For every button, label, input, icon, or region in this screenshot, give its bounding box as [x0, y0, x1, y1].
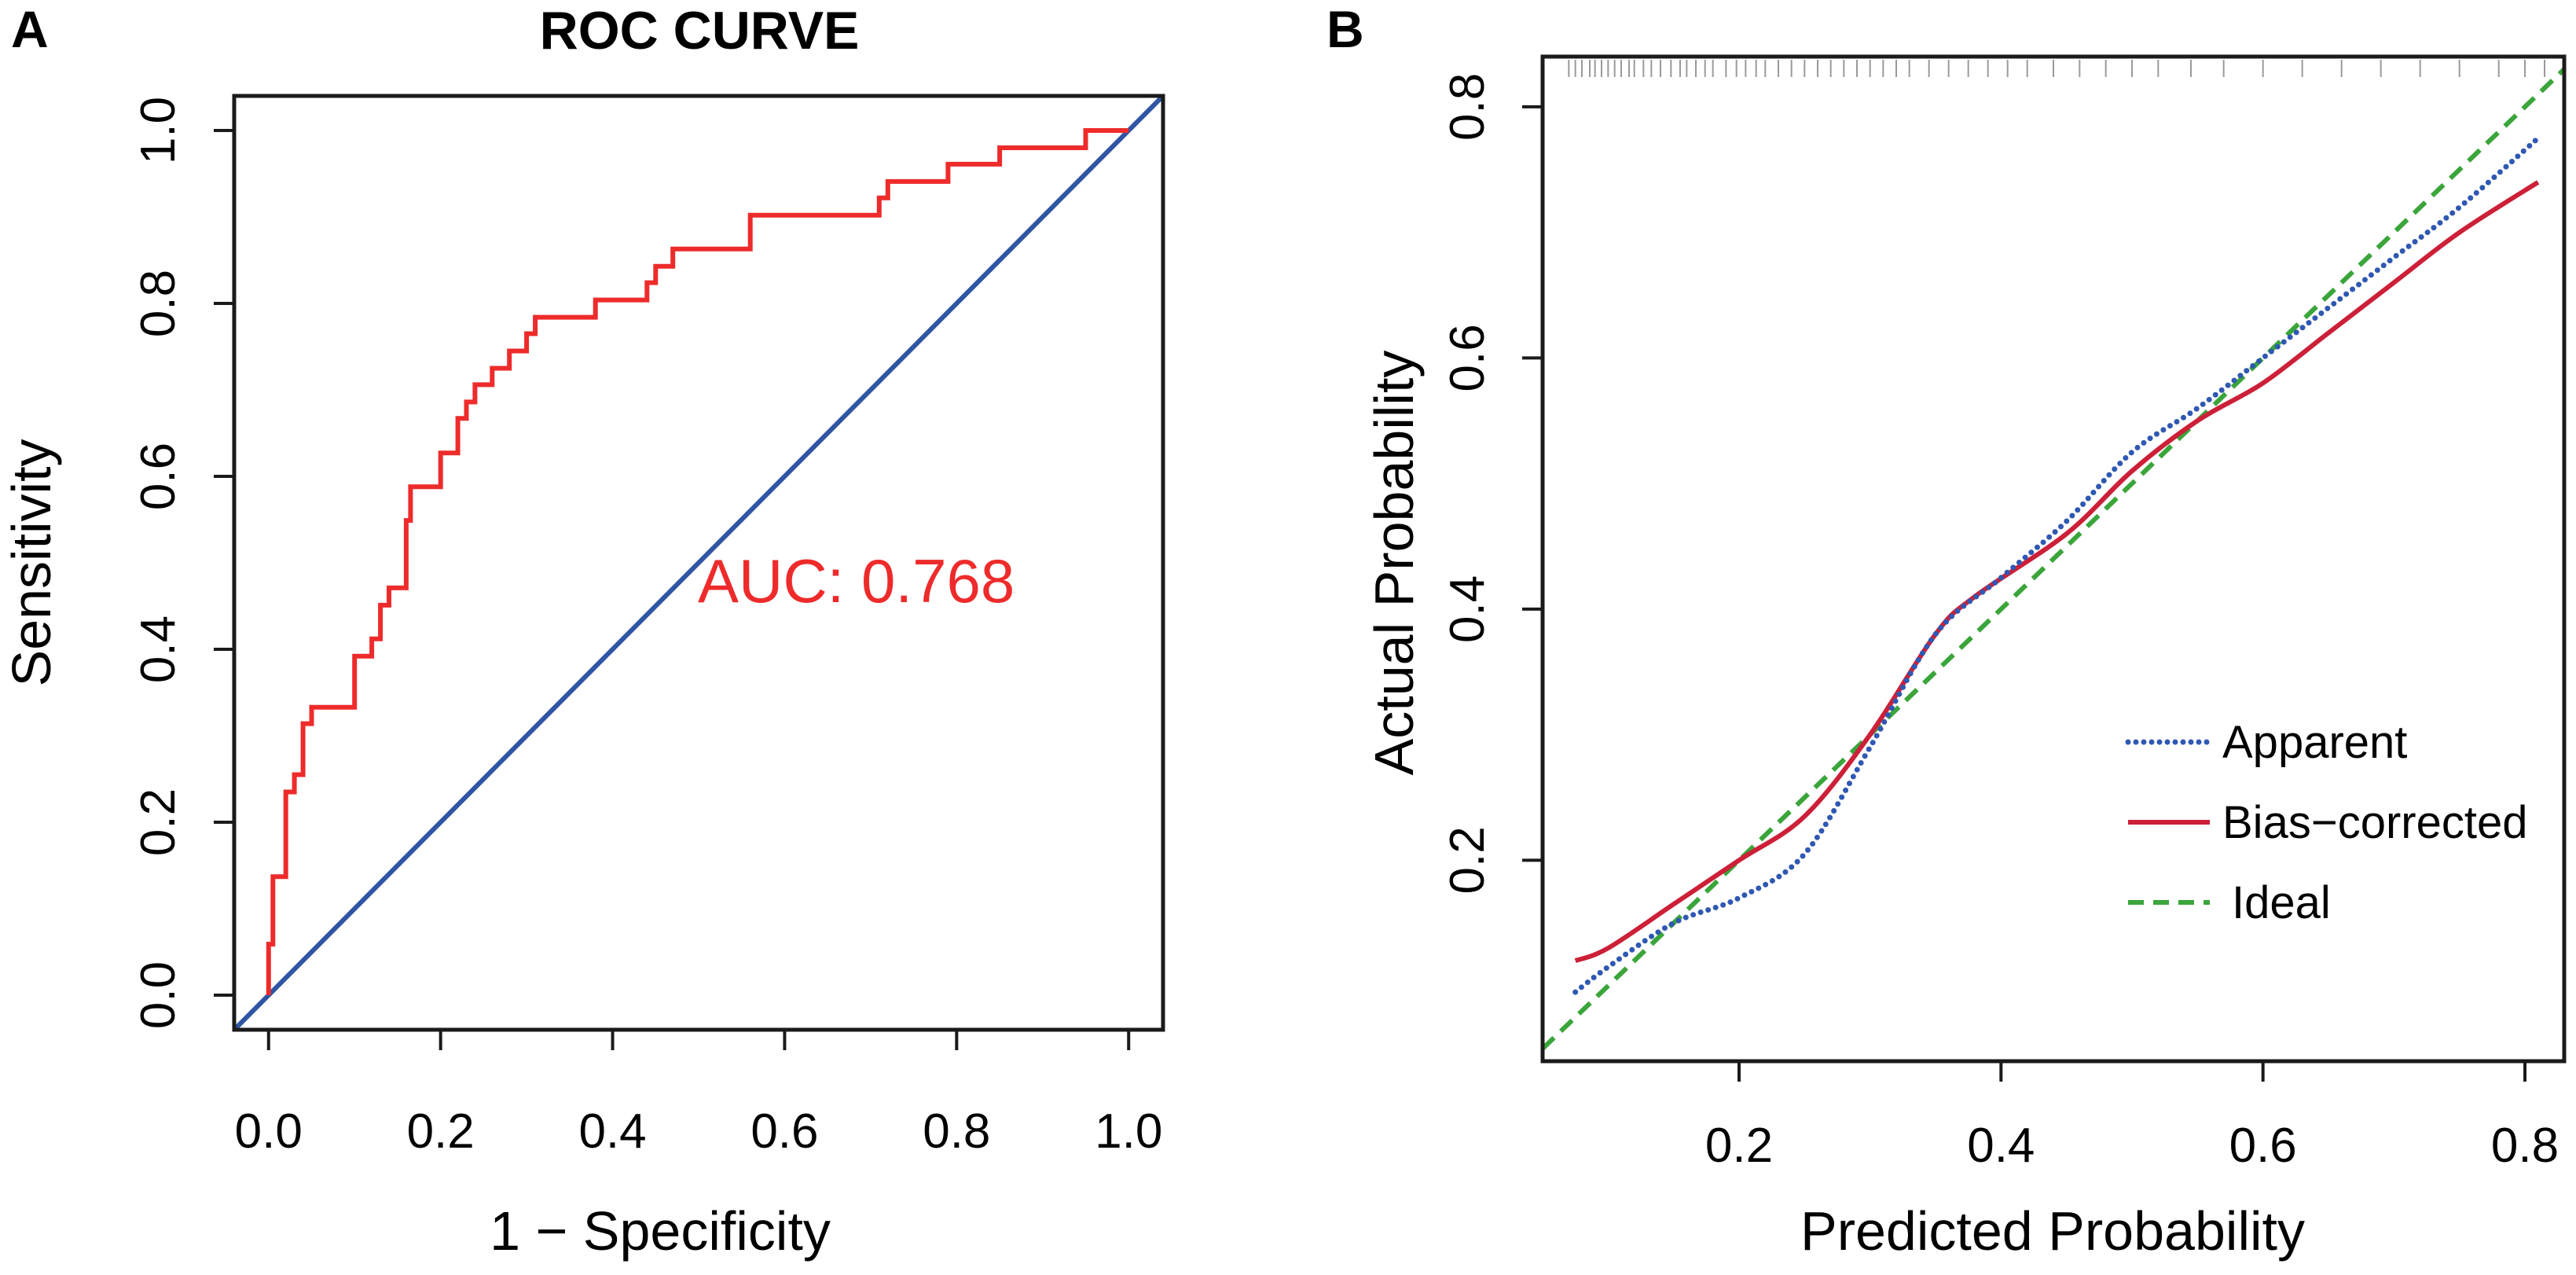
roc-y-tick-label: 1.0 [131, 97, 185, 164]
roc-title: ROC CURVE [540, 1, 860, 61]
calibration-y-tick-label: 0.8 [1440, 73, 1495, 141]
roc-x-tick-label: 0.8 [923, 1104, 990, 1159]
calibration-plot-area [1540, 60, 2567, 1051]
legend-ideal-label: Ideal [2232, 877, 2331, 928]
roc-y-tick-label: 0.0 [131, 961, 185, 1029]
roc-x-tick-label: 0.2 [407, 1104, 475, 1159]
calibration-plot-frame [1540, 54, 2567, 1064]
roc-y-tick-label: 0.6 [131, 443, 185, 510]
calibration-panel: B Predicted Probability Actual Probabili… [1327, 0, 2567, 1262]
legend-bias-corrected-label: Bias−corrected [2222, 797, 2527, 848]
apparent-curve [1572, 135, 2541, 995]
roc-axis-ticks: 0.0 0.2 0.4 0.6 0.8 1.0 0.0 0.2 0.4 0.6 0.8 1.0 [131, 97, 1162, 1159]
roc-x-tick-label: 0.4 [578, 1104, 646, 1159]
roc-plot-frame [232, 94, 1165, 1032]
legend-apparent-label: Apparent [2222, 717, 2407, 768]
calibration-x-tick-label: 0.2 [1705, 1119, 1773, 1173]
calibration-y-tick-label: 0.4 [1440, 575, 1495, 643]
roc-x-tick-label: 0.6 [750, 1104, 818, 1159]
roc-panel: A ROC CURVE AUC: 0.768 1 − Specificity S… [1, 0, 1165, 1262]
calibration-y-axis-label: Actual Probability [1363, 351, 1425, 776]
calibration-legend: Apparent Bias−corrected Ideal [2125, 717, 2527, 928]
roc-y-tick-label: 0.8 [131, 270, 185, 337]
ideal-line [1540, 67, 2567, 1051]
calibration-x-tick-label: 0.8 [2491, 1119, 2559, 1173]
auc-annotation: AUC: 0.768 [698, 546, 1015, 615]
roc-x-axis-label: 1 − Specificity [490, 1200, 831, 1262]
calibration-x-axis-label: Predicted Probability [1800, 1200, 2305, 1262]
panel-letter-b: B [1327, 0, 1364, 58]
roc-y-tick-label: 0.2 [131, 788, 185, 856]
roc-x-tick-label: 0.0 [235, 1104, 303, 1159]
roc-reference-line [232, 94, 1165, 1032]
roc-y-tick-label: 0.4 [131, 615, 185, 683]
calibration-x-tick-label: 0.4 [1967, 1119, 2035, 1173]
roc-y-axis-label: Sensitivity [1, 439, 62, 686]
roc-x-tick-label: 1.0 [1095, 1104, 1162, 1159]
roc-curve [266, 128, 1129, 995]
calibration-x-tick-label: 0.6 [2229, 1119, 2297, 1173]
bias-corrected-curve [1574, 180, 2540, 964]
calibration-y-tick-label: 0.2 [1440, 826, 1495, 894]
calibration-y-tick-label: 0.6 [1440, 324, 1495, 391]
panel-letter-a: A [11, 0, 49, 58]
calibration-axis-ticks: 0.2 0.4 0.6 0.8 0.2 0.4 0.6 0.8 [1440, 73, 2559, 1173]
roc-plot-area [232, 94, 1165, 1032]
